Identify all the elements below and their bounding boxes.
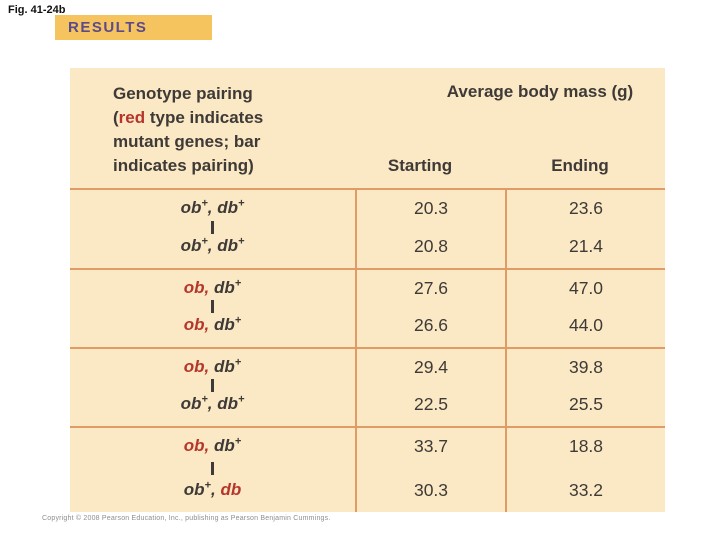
pairing-bar [211, 220, 214, 234]
starting-mass-cell: 33.7 30.3 [355, 428, 505, 512]
genotype-pair-cell: ob+, db+ ob+, db+ [70, 190, 355, 268]
genotype-top: ob, db+ [183, 277, 242, 297]
genotype-pair-cell: ob, db+ ob+, db+ [70, 349, 355, 426]
ending-column-header: Ending [551, 156, 609, 175]
starting-mass-value: 22.5 [413, 394, 449, 414]
starting-column-header: Starting [387, 156, 453, 175]
starting-mass-cell: 27.6 26.6 [355, 270, 505, 347]
pairing-bar [211, 379, 214, 392]
ending-mass-value: 39.8 [568, 357, 604, 377]
genotype-header-line: mutant genes; bar [113, 132, 261, 151]
genotype-pair-cell: ob, db+ ob+, db [70, 428, 355, 512]
genotype-header-line: indicates pairing) [113, 156, 254, 175]
genotype-column-header: Genotype pairing (red type indicates mut… [113, 82, 263, 178]
avg-body-mass-header: Average body mass (g) [446, 82, 634, 101]
ending-mass-value: 18.8 [568, 436, 604, 456]
genotype-header-line: Genotype pairing [113, 84, 253, 103]
starting-mass-value: 33.7 [413, 436, 449, 456]
genotype-bottom: ob+, db+ [180, 235, 245, 255]
starting-mass-value: 26.6 [413, 315, 449, 335]
pairing-bar [211, 461, 214, 475]
results-banner-label: RESULTS [68, 19, 148, 36]
ending-mass-value: 33.2 [568, 480, 604, 500]
genotype-header-line: (red type indicates [113, 108, 264, 127]
starting-mass-cell: 20.3 20.8 [355, 190, 505, 268]
genotype-top: ob+, db+ [180, 197, 245, 217]
genotype-bottom: ob+, db [183, 479, 242, 499]
table-row: ob, db+ ob+, db 33.7 30.3 18.8 33.2 [70, 426, 665, 512]
ending-mass-value: 44.0 [568, 315, 604, 335]
ending-mass-cell: 39.8 25.5 [505, 349, 665, 426]
ending-mass-cell: 18.8 33.2 [505, 428, 665, 512]
starting-mass-value: 29.4 [413, 357, 449, 377]
ending-mass-cell: 23.6 21.4 [505, 190, 665, 268]
starting-mass-cell: 29.4 22.5 [355, 349, 505, 426]
starting-mass-value: 27.6 [413, 278, 449, 298]
pairing-bar [211, 300, 214, 313]
copyright-notice: Copyright © 2008 Pearson Education, Inc.… [42, 515, 331, 522]
starting-mass-value: 30.3 [413, 480, 449, 500]
results-banner: RESULTS [55, 15, 212, 40]
table-row: ob, db+ ob+, db+ 29.4 22.5 39.8 25.5 [70, 347, 665, 426]
table-row: ob+, db+ ob+, db+ 20.3 20.8 23.6 21.4 [70, 190, 665, 268]
ending-mass-value: 25.5 [568, 394, 604, 414]
genotype-top: ob, db+ [183, 356, 242, 376]
genotype-pair-cell: ob, db+ ob, db+ [70, 270, 355, 347]
figure-label: Fig. 41-24b [8, 4, 66, 16]
table-header: Genotype pairing (red type indicates mut… [70, 68, 665, 190]
results-table: Genotype pairing (red type indicates mut… [70, 68, 665, 512]
starting-mass-value: 20.8 [413, 236, 449, 256]
ending-mass-value: 47.0 [568, 278, 604, 298]
ending-mass-value: 23.6 [568, 198, 604, 218]
ending-mass-cell: 47.0 44.0 [505, 270, 665, 347]
starting-mass-value: 20.3 [413, 198, 449, 218]
genotype-bottom: ob+, db+ [180, 393, 245, 413]
genotype-bottom: ob, db+ [183, 314, 242, 334]
genotype-top: ob, db+ [183, 435, 242, 455]
table-row: ob, db+ ob, db+ 27.6 26.6 47.0 44.0 [70, 268, 665, 347]
ending-mass-value: 21.4 [568, 236, 604, 256]
